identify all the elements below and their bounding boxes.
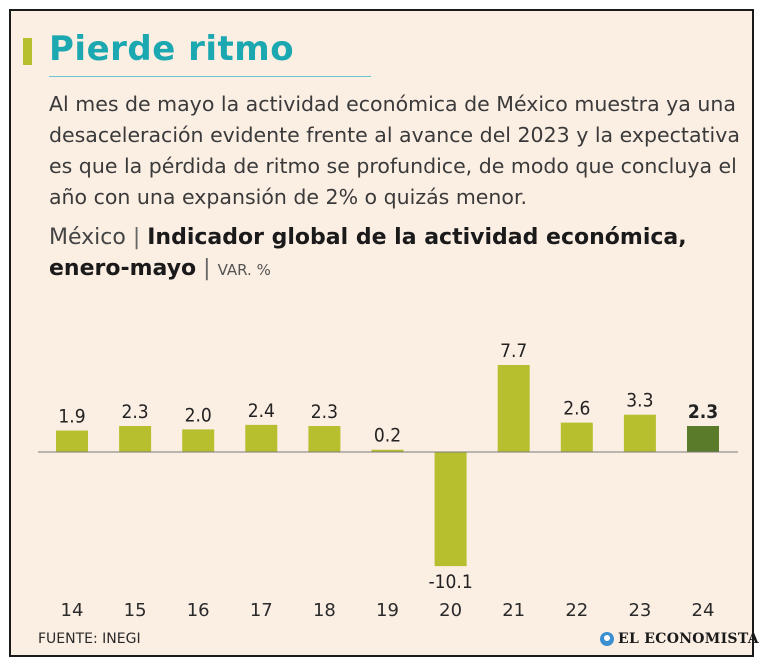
x-tick-label-21: 21 [502,600,525,621]
bar-16 [182,429,215,452]
bar-15 [119,426,152,452]
chart-unit: VAR. % [217,261,271,279]
data-label-19: 0.2 [374,425,401,447]
data-label-22: 2.6 [563,398,590,420]
intro-paragraph: Al mes de mayo la actividad económica de… [49,92,740,209]
source-note: FUENTE: INEGI [38,631,141,647]
chart-title-period: enero-mayo [49,256,197,281]
chart-unit-separator: | [203,256,211,281]
title-accent-bar [23,38,32,65]
infographic-card: Pierde ritmo Al mes de mayo la actividad… [9,9,754,657]
page-title: Pierde ritmo [49,29,295,69]
data-label-20: -10.1 [428,571,472,593]
bar-19 [371,449,404,452]
data-label-14: 1.9 [58,406,85,428]
data-label-24: 2.3 [688,401,718,423]
chart-title: Indicador global de la actividad económi… [147,225,687,250]
x-tick-label-15: 15 [124,600,147,621]
data-label-17: 2.4 [248,400,275,422]
chart-heading: México | Indicador global de la activida… [49,222,749,286]
brand-name: EL ECONOMISTA [618,631,759,647]
bar-23 [623,414,656,452]
el-economista-logo-icon [600,632,614,646]
bar-22 [560,422,593,452]
x-tick-label-23: 23 [628,600,651,621]
x-tick-label-14: 14 [61,600,84,621]
bar-21 [497,364,530,452]
bar-14 [56,430,88,452]
chart-heading-separator: | [132,225,141,250]
bar-17 [245,424,278,452]
data-label-23: 3.3 [626,390,653,412]
x-tick-label-20: 20 [439,600,462,621]
data-label-16: 2.0 [185,404,212,426]
x-tick-label-18: 18 [313,600,336,621]
bar-20 [434,452,467,567]
data-label-18: 2.3 [311,401,338,423]
x-tick-label-24: 24 [692,600,715,621]
x-tick-label-19: 19 [376,600,399,621]
bar-24 [687,426,719,452]
bar-18 [308,426,341,452]
data-label-15: 2.3 [122,401,149,423]
x-tick-label-17: 17 [250,600,273,621]
chart-country: México [49,225,126,250]
x-tick-label-16: 16 [187,600,210,621]
title-underline [49,76,371,77]
x-tick-label-22: 22 [565,600,588,621]
data-label-21: 7.7 [500,340,527,362]
brand: EL ECONOMISTA [600,631,759,647]
